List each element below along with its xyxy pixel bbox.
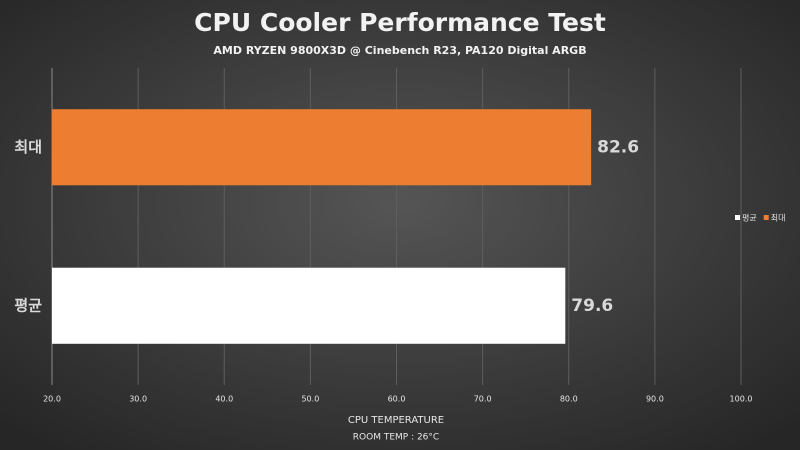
x-tick-label: 90.0 xyxy=(646,395,664,404)
bar xyxy=(52,109,592,186)
x-tick-label: 40.0 xyxy=(215,395,233,404)
value-label: 79.6 xyxy=(571,296,613,316)
x-tick-label: 100.0 xyxy=(730,395,753,404)
x-tick-label: 30.0 xyxy=(129,395,147,404)
y-tick-label: 평균 xyxy=(14,296,42,314)
legend-label: 최대 xyxy=(771,213,786,223)
legend-label: 평균 xyxy=(742,213,757,223)
bar xyxy=(52,267,566,344)
x-tick-label: 20.0 xyxy=(43,395,61,404)
legend-swatch xyxy=(763,215,769,220)
x-axis-title: CPU TEMPERATURE xyxy=(348,415,444,426)
x-tick-label: 50.0 xyxy=(301,395,319,404)
x-tick-label: 60.0 xyxy=(388,395,406,404)
chart-title: CPU Cooler Performance Test xyxy=(194,8,606,37)
legend-swatch xyxy=(735,215,740,220)
chart-subtitle: AMD RYZEN 9800X3D @ Cinebench R23, PA120… xyxy=(213,44,586,57)
x-tick-label: 70.0 xyxy=(474,395,492,404)
y-tick-label: 최대 xyxy=(14,138,42,156)
annotation: ROOM TEMP : 26°C xyxy=(353,433,439,443)
value-label: 82.6 xyxy=(597,137,639,157)
x-tick-label: 80.0 xyxy=(560,395,578,404)
